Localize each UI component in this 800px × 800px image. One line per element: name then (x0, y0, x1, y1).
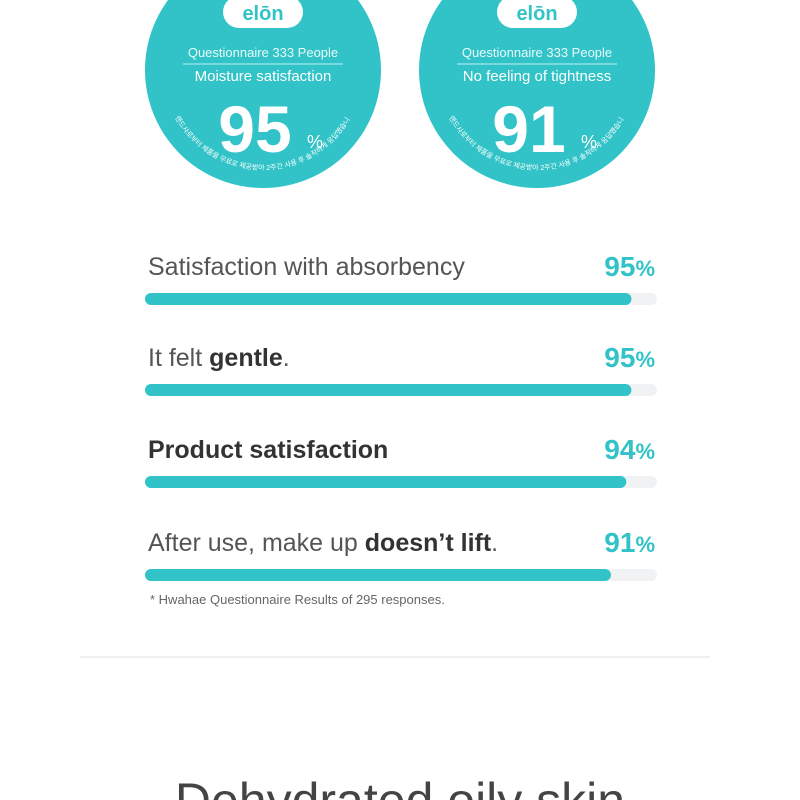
label-part: doesn’t lift (365, 529, 492, 557)
logo-badge (497, 0, 577, 28)
survey-circle (145, 0, 381, 188)
metric-label: Moisture satisfaction (195, 68, 332, 85)
label-part: . (283, 344, 290, 372)
result-label: After use, make up doesn’t lift. (148, 529, 498, 557)
result-label: Product satisfaction (148, 436, 388, 464)
result-number: 91 (604, 527, 635, 558)
result-unit: % (635, 256, 655, 281)
label-part: It felt (148, 344, 209, 372)
bar (145, 293, 632, 305)
result-value: 95% (604, 342, 655, 373)
section-heading: Dehydrated oily skin (175, 773, 625, 800)
respondents: Questionnaire 333 People (188, 45, 338, 60)
metric-unit: % (581, 132, 597, 152)
survey-circle (419, 0, 655, 188)
metric-label: No feeling of tightness (463, 68, 611, 85)
result-value: 95% (604, 251, 655, 282)
result-number: 95 (604, 251, 635, 282)
label-part: Product satisfaction (148, 436, 388, 464)
bar (145, 476, 627, 488)
bar (145, 569, 611, 581)
result-unit: % (635, 347, 655, 372)
label-part: gentle (209, 344, 283, 372)
brand-logo: elōn (242, 3, 283, 25)
metric-unit: % (307, 132, 323, 152)
bar (145, 384, 632, 396)
result-number: 94 (604, 434, 636, 465)
footnote: * Hwahae Questionnaire Results of 295 re… (150, 592, 445, 607)
result-value: 94% (604, 434, 655, 465)
result-label: It felt gentle. (148, 344, 290, 372)
result-unit: % (635, 439, 655, 464)
metric-value: 91 (492, 92, 565, 166)
result-value: 91% (604, 527, 655, 558)
result-unit: % (635, 532, 655, 557)
result-number: 95 (604, 342, 635, 373)
label-part: After use, make up (148, 529, 365, 557)
brand-logo: elōn (516, 3, 557, 25)
result-label: Satisfaction with absorbency (148, 253, 465, 281)
label-part: . (491, 529, 498, 557)
logo-badge (223, 0, 303, 28)
label-part: Satisfaction with absorbency (148, 253, 465, 281)
respondents: Questionnaire 333 People (462, 45, 612, 60)
metric-value: 95 (218, 92, 291, 166)
